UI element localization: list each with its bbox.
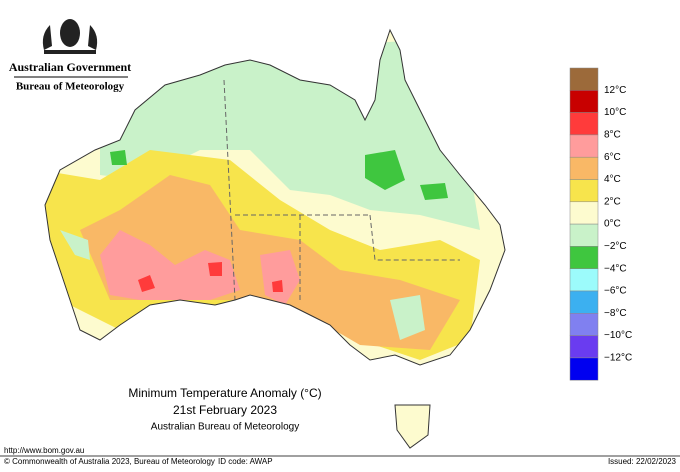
map-source: Australian Bureau of Meteorology [151, 422, 299, 433]
coastline [44, 28, 506, 449]
issued-date: Issued: 22/02/2023 [608, 457, 677, 466]
legend-swatch [569, 67, 599, 91]
map-date: 21st February 2023 [173, 403, 277, 417]
legend-label: 12°C [604, 85, 626, 96]
legend-label: −10°C [604, 330, 632, 341]
legend-swatch [569, 90, 599, 113]
legend-label: 8°C [604, 130, 621, 141]
agency-name: Bureau of Meteorology [16, 81, 125, 93]
legend-label: 4°C [604, 174, 621, 185]
legend-label: 0°C [604, 219, 621, 230]
legend-swatch [569, 357, 599, 381]
legend-label: −2°C [604, 241, 627, 252]
legend-swatch [569, 290, 599, 314]
legend-swatch [569, 134, 599, 158]
legend-swatch [569, 335, 599, 359]
url: http://www.bom.gov.au [4, 446, 84, 455]
legend-label: −8°C [604, 308, 627, 319]
legend-label: 2°C [604, 196, 621, 207]
emblem [42, 19, 98, 54]
legend-swatch [569, 268, 599, 292]
id-code: ID code: AWAP [218, 457, 273, 466]
map-title: Minimum Temperature Anomaly (°C) [128, 386, 321, 400]
government-name: Australian Government [9, 60, 131, 74]
legend-swatch [569, 156, 599, 180]
legend-label: −6°C [604, 286, 627, 297]
legend-swatch [569, 313, 599, 336]
legend-label: −4°C [604, 263, 627, 274]
legend-swatch [569, 179, 599, 203]
legend-label: −12°C [604, 353, 632, 364]
legend-swatch [569, 246, 599, 269]
legend-swatch [569, 223, 599, 247]
legend-swatch [569, 112, 599, 136]
legend-label: 6°C [604, 152, 621, 163]
legend-label: 10°C [604, 107, 626, 118]
legend-swatch [569, 201, 599, 225]
copyright: © Commonwealth of Australia 2023, Bureau… [4, 457, 215, 466]
legend: 12°C 10°C 8°C 6°C 4°C 2°C 0°C −2°C −4°C −6°C −8°C −… [569, 67, 632, 381]
